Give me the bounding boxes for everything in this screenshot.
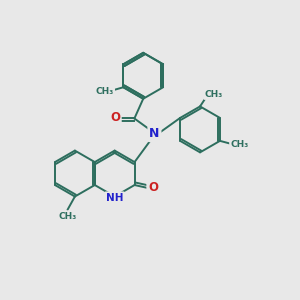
Text: CH₃: CH₃ xyxy=(95,87,114,96)
Text: CH₃: CH₃ xyxy=(205,90,223,99)
Text: O: O xyxy=(148,182,158,194)
Text: NH: NH xyxy=(106,193,123,203)
Text: CH₃: CH₃ xyxy=(230,140,249,149)
Text: O: O xyxy=(110,111,120,124)
Text: CH₃: CH₃ xyxy=(58,212,77,221)
Text: N: N xyxy=(149,127,160,140)
